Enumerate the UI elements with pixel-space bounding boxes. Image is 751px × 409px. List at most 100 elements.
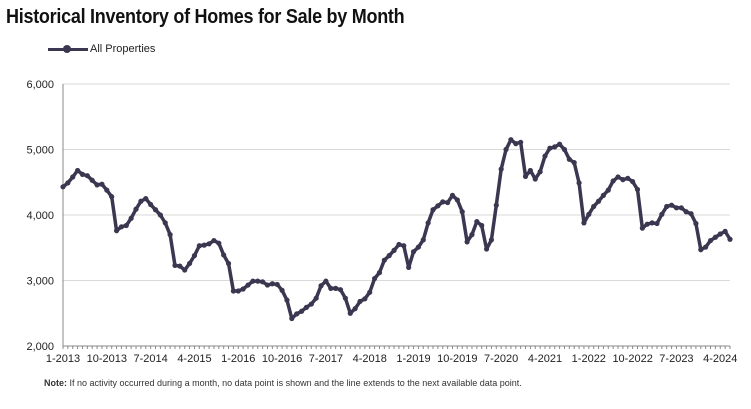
legend-label: All Properties: [90, 43, 156, 55]
data-point: [216, 240, 222, 246]
chart-legend: All Properties: [48, 42, 155, 56]
data-point: [561, 146, 568, 153]
data-point: [595, 198, 602, 204]
data-point: [605, 187, 611, 193]
data-point: [581, 220, 587, 226]
data-point: [284, 297, 290, 303]
data-point: [143, 196, 149, 202]
data-point: [308, 301, 314, 307]
data-point: [537, 169, 543, 175]
data-point: [269, 281, 275, 287]
y-tick-label: 4,000: [26, 210, 54, 222]
data-point: [654, 220, 660, 227]
x-tick-label: 10-2019: [437, 353, 477, 365]
data-point: [357, 298, 363, 305]
data-point: [556, 141, 563, 147]
data-point: [113, 228, 120, 234]
data-point: [518, 139, 524, 145]
data-point: [722, 228, 728, 234]
data-point: [703, 244, 709, 250]
data-point: [586, 211, 592, 217]
data-point: [386, 253, 392, 259]
data-point: [445, 199, 451, 206]
note-label: Note:: [44, 378, 67, 388]
data-point: [196, 243, 202, 249]
data-point: [148, 201, 154, 208]
data-point: [527, 167, 533, 174]
data-point: [186, 260, 193, 267]
data-point: [79, 171, 86, 177]
x-tick-label: 4-2021: [528, 353, 562, 365]
data-point: [133, 206, 139, 212]
data-point: [634, 186, 641, 193]
x-tick-label: 1-2019: [396, 353, 430, 365]
data-point: [376, 270, 383, 276]
data-point: [109, 194, 115, 200]
data-point: [673, 205, 680, 211]
data-point: [664, 203, 670, 210]
data-point: [274, 281, 280, 288]
data-point: [289, 315, 295, 322]
data-point: [600, 192, 607, 198]
data-point: [683, 209, 689, 215]
data-point: [532, 176, 538, 182]
data-point: [182, 267, 188, 273]
data-point: [508, 137, 514, 143]
data-point: [371, 275, 378, 282]
data-point: [707, 237, 714, 244]
data-point: [333, 285, 339, 291]
data-point: [610, 178, 616, 184]
data-point: [162, 220, 168, 226]
data-point: [591, 203, 597, 210]
data-point: [542, 153, 548, 159]
data-point: [367, 289, 373, 295]
data-point: [294, 311, 300, 317]
data-point: [644, 221, 650, 227]
data-point: [698, 247, 704, 253]
data-point: [65, 180, 71, 186]
series-line-all-properties: [61, 137, 732, 321]
y-tick-label: 2,000: [26, 341, 54, 353]
data-point: [240, 286, 246, 292]
data-point: [245, 282, 251, 288]
data-point: [206, 241, 212, 247]
data-point: [449, 192, 456, 198]
data-point: [503, 146, 509, 153]
data-point: [157, 212, 163, 218]
data-point: [260, 279, 266, 285]
x-tick-label: 1-2022: [572, 353, 606, 365]
x-tick-label: 10-2022: [612, 353, 652, 365]
data-point: [459, 209, 465, 215]
y-tick-label: 5,000: [26, 145, 54, 157]
data-point: [191, 253, 198, 259]
data-point: [576, 180, 582, 186]
data-point: [255, 278, 261, 284]
y-tick-label: 6,000: [26, 79, 54, 91]
x-tick-label: 10-2016: [262, 353, 302, 365]
data-point: [620, 177, 626, 183]
data-point: [469, 232, 475, 238]
data-point: [493, 202, 499, 208]
data-point: [479, 222, 485, 229]
data-point: [464, 239, 470, 245]
data-point: [659, 211, 665, 217]
data-point: [425, 220, 431, 226]
data-point: [396, 241, 402, 248]
data-point: [152, 207, 159, 213]
data-point: [552, 144, 558, 150]
x-tick-label: 7-2014: [134, 353, 168, 365]
note-text: If no activity occurred during a month, …: [69, 378, 522, 388]
data-point: [118, 224, 125, 230]
chart-note: Note: If no activity occurred during a m…: [44, 378, 522, 388]
data-point: [430, 207, 436, 213]
data-point: [104, 187, 110, 193]
data-point: [303, 304, 310, 310]
data-point: [167, 232, 173, 238]
data-point: [513, 141, 519, 147]
data-point: [298, 308, 305, 314]
data-point: [381, 257, 387, 263]
data-point: [678, 205, 684, 211]
data-point: [128, 215, 134, 221]
data-point: [75, 167, 81, 174]
